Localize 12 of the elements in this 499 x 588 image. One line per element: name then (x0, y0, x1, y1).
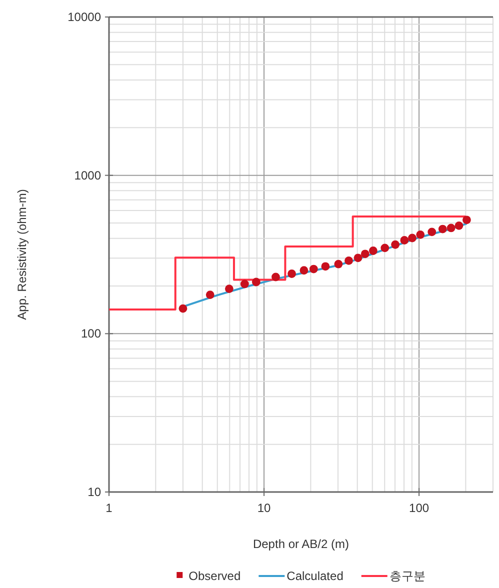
x-tick-label: 10 (257, 501, 272, 515)
y-axis-title: App. Resistivity (ohm-m) (15, 189, 29, 320)
x-tick-label: 1 (106, 501, 113, 515)
x-tick-label: 100 (409, 501, 430, 515)
x-axis-title: Depth or AB/2 (m) (252, 537, 350, 551)
legend-label: Calculated (286, 569, 344, 583)
y-tick-label: 1000 (74, 168, 102, 182)
legend-label: Observed (188, 569, 241, 583)
y-tick-label: 10000 (68, 10, 102, 24)
legend-label: 층구분 (389, 569, 426, 583)
y-tick-label: 100 (80, 326, 102, 341)
y-tick-label: 10 (88, 485, 102, 499)
